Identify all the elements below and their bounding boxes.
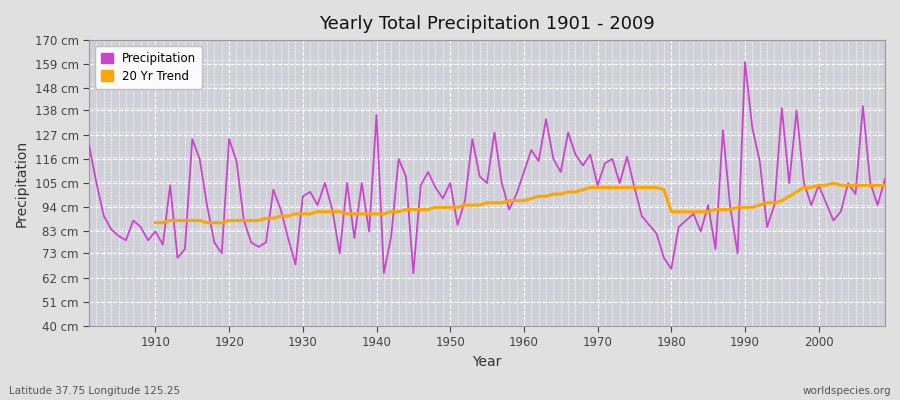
Text: worldspecies.org: worldspecies.org — [803, 386, 891, 396]
Text: Latitude 37.75 Longitude 125.25: Latitude 37.75 Longitude 125.25 — [9, 386, 180, 396]
Title: Yearly Total Precipitation 1901 - 2009: Yearly Total Precipitation 1901 - 2009 — [320, 15, 655, 33]
X-axis label: Year: Year — [472, 355, 501, 369]
Y-axis label: Precipitation: Precipitation — [15, 140, 29, 227]
Legend: Precipitation, 20 Yr Trend: Precipitation, 20 Yr Trend — [95, 46, 202, 88]
